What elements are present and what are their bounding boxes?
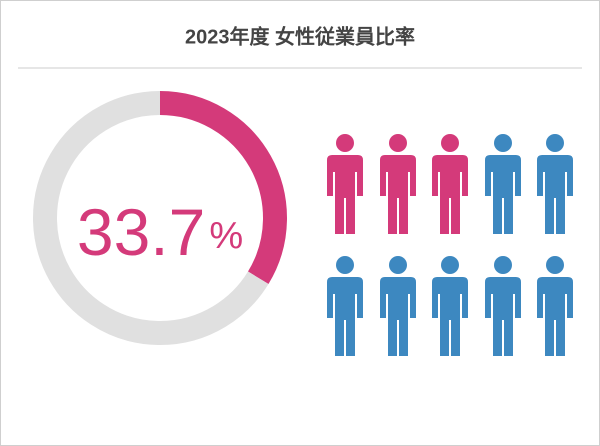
person-head bbox=[494, 134, 512, 152]
person-icon bbox=[432, 134, 468, 234]
person-head bbox=[336, 134, 354, 152]
person-head bbox=[441, 256, 459, 274]
center-unit: % bbox=[209, 215, 243, 257]
person-head bbox=[494, 256, 512, 274]
person-head bbox=[546, 256, 564, 274]
person-body bbox=[537, 155, 573, 234]
person-head bbox=[441, 134, 459, 152]
person-body bbox=[432, 155, 468, 234]
donut-segment bbox=[33, 91, 269, 345]
person-icon bbox=[485, 134, 521, 234]
person-head bbox=[546, 134, 564, 152]
person-body bbox=[537, 277, 573, 356]
person-body bbox=[485, 155, 521, 234]
person-icon bbox=[485, 256, 521, 356]
person-head bbox=[389, 134, 407, 152]
donut-segment bbox=[159, 91, 287, 285]
person-icon bbox=[380, 134, 416, 234]
person-body bbox=[327, 155, 363, 234]
person-icon bbox=[432, 256, 468, 356]
person-body bbox=[380, 277, 416, 356]
person-icon bbox=[327, 256, 363, 356]
center-value: 33.7 bbox=[77, 195, 205, 269]
chart-title: 2023年度 女性従業員比率 bbox=[185, 24, 415, 48]
person-body bbox=[327, 277, 363, 356]
center-label: 33.7% bbox=[77, 195, 243, 269]
person-icon bbox=[327, 134, 363, 234]
person-body bbox=[485, 277, 521, 356]
person-body bbox=[432, 277, 468, 356]
person-head bbox=[336, 256, 354, 274]
person-head bbox=[389, 256, 407, 274]
person-icon bbox=[537, 256, 573, 356]
person-icon bbox=[380, 256, 416, 356]
person-body bbox=[380, 155, 416, 234]
person-icon bbox=[537, 134, 573, 234]
